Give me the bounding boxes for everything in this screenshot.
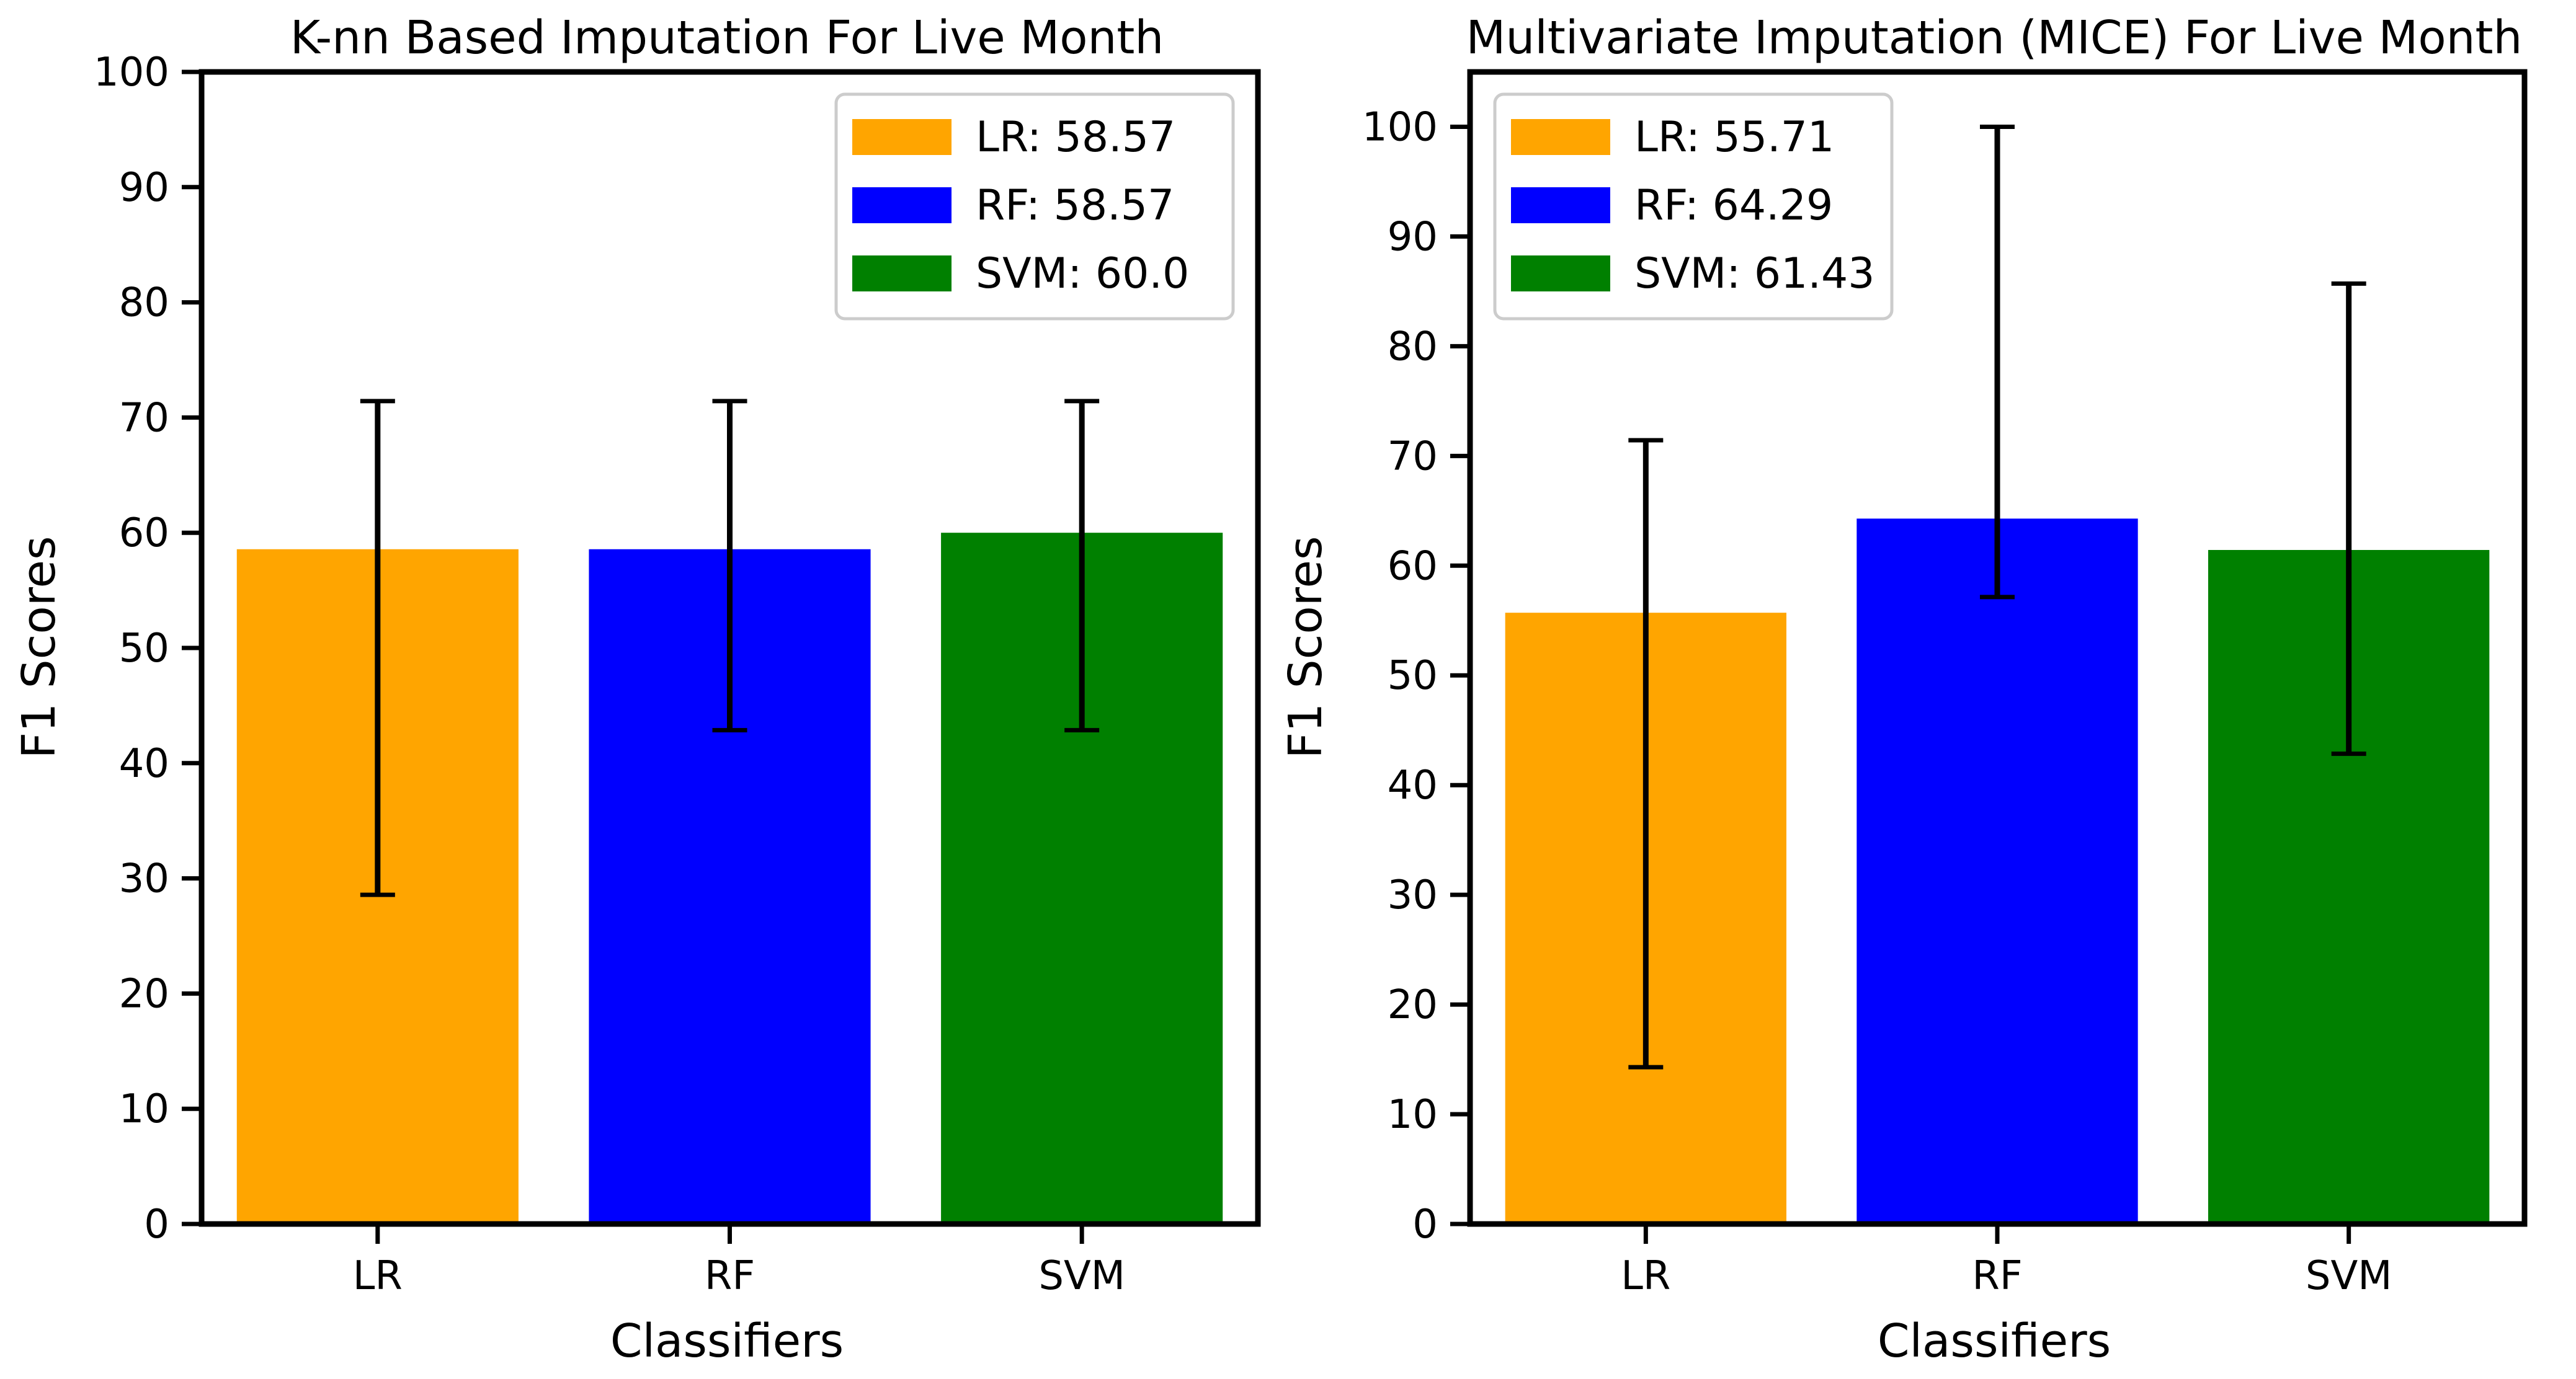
knn-chart-x-tick-label: LR xyxy=(353,1253,403,1299)
mice-chart-y-tick-label: 20 xyxy=(1388,982,1438,1028)
mice-chart-legend-item: LR: 55.71 xyxy=(1511,113,1834,162)
mice-chart-ylabel: F1 Scores xyxy=(1279,536,1332,759)
mice-chart-y-tick-label: 0 xyxy=(1412,1202,1438,1248)
mice-chart-y-tick-label: 50 xyxy=(1388,653,1438,699)
knn-chart-y-tick-label: 90 xyxy=(119,165,169,211)
mice-chart-x-tick-label: RF xyxy=(1972,1253,2022,1299)
knn-chart-y-tick-label: 0 xyxy=(144,1202,169,1248)
mice-chart-bars xyxy=(1505,518,2490,1225)
knn-chart-legend-label: LR: 58.57 xyxy=(976,113,1175,162)
knn-chart-y-tick-label: 70 xyxy=(119,395,169,441)
mice-chart-xlabel: Classifiers xyxy=(1878,1315,2111,1368)
knn-chart-error-bar-svm xyxy=(1064,399,1100,733)
mice-chart-legend: LR: 55.71 RF: 64.29 SVM: 61.43 xyxy=(1493,92,1894,321)
knn-chart-axes-frame xyxy=(198,69,1261,1227)
mice-chart-legend-label: LR: 55.71 xyxy=(1634,113,1834,162)
mice-chart-bar-rf xyxy=(1856,518,2138,1224)
knn-chart-ylabel: F1 Scores xyxy=(12,536,66,759)
knn-chart-legend-label: SVM: 60.0 xyxy=(976,249,1189,298)
mice-chart-legend-label: RF: 64.29 xyxy=(1634,181,1833,230)
mice-chart-legend-item: SVM: 61.43 xyxy=(1511,249,1875,298)
mice-chart-error-bar-lr xyxy=(1628,438,1664,1070)
knn-chart-error-bar-lr xyxy=(360,399,395,897)
mice-chart-legend-label: SVM: 61.43 xyxy=(1634,249,1875,298)
mice-chart-error-bars xyxy=(1628,124,2366,1070)
mice-chart-axes-frame xyxy=(1467,69,2528,1227)
mice-chart-y-tick-label: 10 xyxy=(1388,1092,1438,1138)
knn-chart-y-tick-label: 60 xyxy=(119,510,169,556)
mice-chart-y-tick-label: 100 xyxy=(1362,104,1438,150)
mice-chart-error-bar-svm xyxy=(2331,281,2366,756)
knn-chart-y-ticks: 0 10 20 30 40 50 60 70 80 90 100 xyxy=(94,50,202,1248)
knn-chart-y-tick-label: 30 xyxy=(119,856,169,902)
knn-chart-legend-item: SVM: 60.0 xyxy=(852,249,1189,298)
mice-chart-x-ticks: LR RF SVM xyxy=(1621,1224,2392,1299)
knn-chart-y-tick-label: 20 xyxy=(119,971,169,1017)
knn-chart-legend-item: LR: 58.57 xyxy=(852,113,1175,162)
mice-chart-y-tick-label: 70 xyxy=(1388,433,1438,479)
knn-chart-legend-swatch xyxy=(852,187,952,223)
mice-chart-legend-swatch xyxy=(1511,119,1610,155)
mice-chart-y-ticks: 0 10 20 30 40 50 60 70 80 90 100 xyxy=(1362,104,1470,1248)
knn-chart-y-tick-label: 10 xyxy=(119,1086,169,1132)
knn-chart-error-bars xyxy=(360,399,1100,897)
knn-chart-y-tick-label: 100 xyxy=(94,50,169,95)
mice-chart-x-tick-label: SVM xyxy=(2306,1253,2392,1299)
knn-chart-legend-swatch xyxy=(852,119,952,155)
knn-chart-legend-item: RF: 58.57 xyxy=(852,181,1174,230)
mice-chart-y-tick-label: 90 xyxy=(1388,214,1438,260)
mice-chart-x-tick-label: LR xyxy=(1621,1253,1670,1299)
knn-chart-error-bar-rf xyxy=(712,399,747,733)
mice-chart-legend-swatch xyxy=(1511,255,1610,291)
knn-chart-legend: LR: 58.57 RF: 58.57 SVM: 60.0 xyxy=(834,92,1235,321)
mice-chart-y-tick-label: 80 xyxy=(1388,324,1438,370)
knn-chart-y-tick-label: 50 xyxy=(119,626,169,672)
mice-chart-error-bar-rf xyxy=(1980,124,2015,600)
mice-chart-y-tick-label: 30 xyxy=(1388,872,1438,918)
knn-chart-legend-label: RF: 58.57 xyxy=(976,181,1174,230)
knn-chart-title: K-nn Based Imputation For Live Month xyxy=(290,11,1164,64)
knn-chart-xlabel: Classifiers xyxy=(610,1315,844,1368)
mice-chart-y-tick-label: 60 xyxy=(1388,543,1438,589)
mice-chart-legend-item: RF: 64.29 xyxy=(1511,181,1833,230)
mice-chart: Multivariate Imputation (MICE) For Live … xyxy=(1279,11,2528,1368)
knn-chart-y-tick-label: 40 xyxy=(119,741,169,787)
knn-chart-x-ticks: LR RF SVM xyxy=(353,1224,1125,1299)
mice-chart-legend-swatch xyxy=(1511,187,1610,223)
mice-chart-title: Multivariate Imputation (MICE) For Live … xyxy=(1466,11,2523,64)
knn-chart-legend-swatch xyxy=(852,255,952,291)
knn-chart-x-tick-label: SVM xyxy=(1038,1253,1125,1299)
mice-chart-y-tick-label: 40 xyxy=(1388,763,1438,809)
knn-chart: K-nn Based Imputation For Live Month F1 … xyxy=(12,11,1261,1368)
knn-chart-y-tick-label: 80 xyxy=(119,280,169,326)
knn-chart-x-tick-label: RF xyxy=(705,1253,755,1299)
